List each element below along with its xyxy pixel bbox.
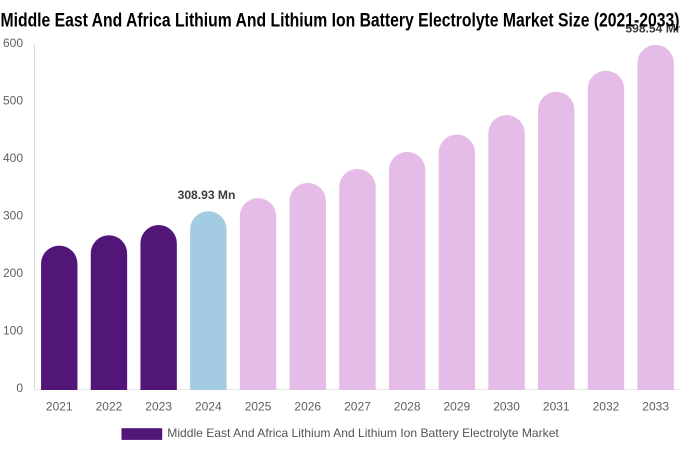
- svg-text:600: 600: [3, 36, 23, 50]
- svg-text:100: 100: [3, 323, 23, 337]
- svg-text:2033: 2033: [642, 399, 669, 413]
- svg-text:2029: 2029: [443, 399, 470, 413]
- svg-text:Middle East And Africa Lithium: Middle East And Africa Lithium And Lithi…: [1, 10, 680, 31]
- svg-text:2022: 2022: [96, 399, 123, 413]
- svg-text:500: 500: [3, 94, 23, 108]
- svg-text:598.54 Mn: 598.54 Mn: [625, 22, 680, 36]
- svg-text:2028: 2028: [394, 399, 421, 413]
- svg-text:2023: 2023: [145, 399, 172, 413]
- svg-text:300: 300: [3, 209, 23, 223]
- svg-text:Middle East And Africa Lithium: Middle East And Africa Lithium And Lithi…: [167, 426, 559, 440]
- svg-text:2026: 2026: [294, 399, 321, 413]
- svg-text:308.93 Mn: 308.93 Mn: [178, 188, 236, 202]
- svg-text:2030: 2030: [493, 399, 520, 413]
- svg-text:0: 0: [16, 381, 23, 395]
- svg-text:200: 200: [3, 266, 23, 280]
- svg-text:2031: 2031: [543, 399, 570, 413]
- svg-text:2021: 2021: [46, 399, 73, 413]
- svg-text:2024: 2024: [195, 399, 222, 413]
- svg-text:2027: 2027: [344, 399, 371, 413]
- svg-text:400: 400: [3, 151, 23, 165]
- svg-text:2032: 2032: [593, 399, 620, 413]
- svg-text:2025: 2025: [245, 399, 272, 413]
